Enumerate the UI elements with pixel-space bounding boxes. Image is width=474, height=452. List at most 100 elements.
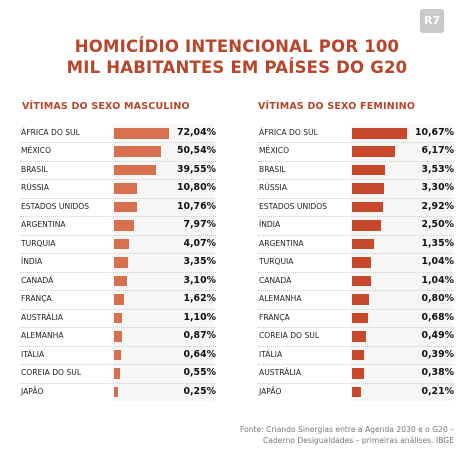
category-label: BRASIL bbox=[21, 164, 48, 174]
row-divider bbox=[258, 345, 454, 347]
bar bbox=[352, 201, 383, 213]
category-label: CANADÁ bbox=[21, 275, 54, 285]
bar bbox=[352, 128, 407, 139]
row-divider bbox=[20, 253, 216, 255]
value-label: 1,35% bbox=[421, 237, 454, 249]
row-divider bbox=[258, 308, 454, 310]
bar bbox=[114, 386, 119, 398]
value-label: 0,87% bbox=[183, 330, 216, 342]
bar-row: FRANÇA 1,62% bbox=[20, 290, 216, 308]
bar-row: JAPÃO 0,25% bbox=[20, 383, 216, 401]
value-label: 10,67% bbox=[414, 127, 454, 138]
r7-logo: R7 bbox=[420, 9, 444, 33]
category-label: ARGENTINA bbox=[259, 238, 304, 248]
row-divider bbox=[258, 142, 454, 144]
row-divider bbox=[20, 197, 216, 199]
category-label: ESTADOS UNIDOS bbox=[21, 201, 90, 211]
category-label: ITÁLIA bbox=[259, 349, 283, 359]
bar bbox=[114, 294, 124, 305]
logo-text: R7 bbox=[423, 14, 441, 27]
value-label: 3,35% bbox=[183, 256, 216, 268]
category-label: TURQUIA bbox=[21, 238, 56, 248]
category-label: JAPÃO bbox=[259, 386, 282, 396]
bar bbox=[352, 257, 372, 268]
category-label: MÉXICO bbox=[259, 146, 290, 156]
row-divider bbox=[20, 345, 216, 347]
bar-row: CANADÁ 3,10% bbox=[20, 272, 216, 290]
title-line-1: HOMICÍDIO INTENCIONAL POR 100 bbox=[74, 37, 400, 56]
category-label: ÁFRICA DO SUL bbox=[21, 128, 80, 137]
category-label: BRASIL bbox=[259, 164, 286, 174]
bar-row: ALEMANHA 0,80% bbox=[258, 290, 454, 308]
value-label: 7,97% bbox=[183, 219, 216, 231]
value-label: 3,30% bbox=[421, 182, 454, 194]
row-divider bbox=[258, 160, 454, 162]
bar bbox=[352, 349, 365, 361]
bar bbox=[114, 368, 121, 379]
value-label: 6,17% bbox=[421, 145, 454, 157]
male-bar-chart: ÁFRICA DO SUL 72,04% MÉXICO 50,54% BRASIL 39,… bbox=[20, 124, 216, 401]
bar-row: ITÁLIA 0,64% bbox=[20, 346, 216, 364]
value-label: 0,38% bbox=[421, 367, 454, 379]
row-divider bbox=[258, 253, 454, 255]
logo-badge-shape bbox=[420, 9, 444, 33]
bar-row: RÚSSIA 10,80% bbox=[20, 179, 216, 197]
bar-row: AUSTRÁLIA 0,38% bbox=[258, 364, 454, 382]
bar-row: ALEMANHA 0,87% bbox=[20, 327, 216, 345]
bar-row: ESTADOS UNIDOS 10,76% bbox=[20, 198, 216, 216]
category-label: COREIA DO SUL bbox=[21, 368, 82, 378]
value-label: 0,21% bbox=[421, 385, 454, 397]
bar-row: ARGENTINA 7,97% bbox=[20, 216, 216, 234]
bar-row: MÉXICO 6,17% bbox=[258, 142, 454, 160]
bar-row: TURQUIA 1,04% bbox=[258, 253, 454, 271]
row-divider bbox=[20, 308, 216, 310]
bar-row: ÁFRICA DO SUL 72,04% bbox=[20, 124, 216, 142]
bar bbox=[352, 183, 385, 194]
row-divider bbox=[20, 142, 216, 144]
row-divider bbox=[20, 290, 216, 292]
row-divider bbox=[258, 364, 454, 366]
value-label: 0,49% bbox=[421, 330, 454, 342]
row-divider bbox=[20, 327, 216, 329]
category-label: TURQUIA bbox=[259, 257, 294, 267]
bar-row: ÍNDIA 3,35% bbox=[20, 253, 216, 271]
bar bbox=[352, 220, 381, 231]
female-bar-chart: ÁFRICA DO SUL 10,67% MÉXICO 6,17% BRASIL 3,53… bbox=[258, 124, 454, 401]
category-label: FRANÇA bbox=[259, 312, 290, 322]
row-divider bbox=[20, 271, 216, 273]
category-label: ALEMANHA bbox=[259, 294, 302, 304]
bar-row: BRASIL 39,55% bbox=[20, 161, 216, 179]
bar bbox=[114, 183, 138, 194]
value-label: 1,62% bbox=[183, 293, 216, 305]
bar-row: BRASIL 3,53% bbox=[258, 161, 454, 179]
value-label: 0,68% bbox=[421, 311, 454, 323]
source-note: Fonte: Criando Sinergias entre a Agenda … bbox=[240, 424, 454, 446]
category-label: ESTADOS UNIDOS bbox=[259, 201, 328, 211]
category-label: ÍNDIA bbox=[259, 220, 281, 230]
bar-row: ESTADOS UNIDOS 2,92% bbox=[258, 198, 454, 216]
category-label: JAPÃO bbox=[21, 386, 44, 396]
male-panel-title: VÍTIMAS DO SEXO MASCULINO bbox=[22, 101, 190, 112]
bar bbox=[114, 257, 128, 268]
value-label: 3,53% bbox=[421, 163, 454, 175]
row-divider bbox=[258, 271, 454, 273]
row-divider bbox=[20, 382, 216, 384]
source-line-2: Caderno Desigualdades – primeiras anális… bbox=[263, 436, 454, 445]
value-label: 2,50% bbox=[421, 219, 454, 231]
chart-title: HOMICÍDIO INTENCIONAL POR 100 MIL HABITA… bbox=[0, 36, 474, 78]
row-divider bbox=[258, 290, 454, 292]
bar-row: RÚSSIA 3,30% bbox=[258, 179, 454, 197]
bar bbox=[114, 331, 122, 342]
category-label: RÚSSIA bbox=[21, 183, 49, 193]
value-label: 0,39% bbox=[421, 348, 454, 360]
value-label: 2,92% bbox=[421, 200, 454, 212]
value-label: 1,10% bbox=[183, 311, 216, 323]
value-label: 39,55% bbox=[176, 163, 216, 175]
category-label: AUSTRÁLIA bbox=[21, 312, 64, 322]
bar bbox=[352, 294, 370, 305]
row-divider bbox=[258, 216, 454, 218]
bar-row: ARGENTINA 1,35% bbox=[258, 235, 454, 253]
value-label: 1,04% bbox=[421, 256, 454, 268]
row-divider bbox=[258, 179, 454, 181]
row-divider bbox=[20, 179, 216, 181]
